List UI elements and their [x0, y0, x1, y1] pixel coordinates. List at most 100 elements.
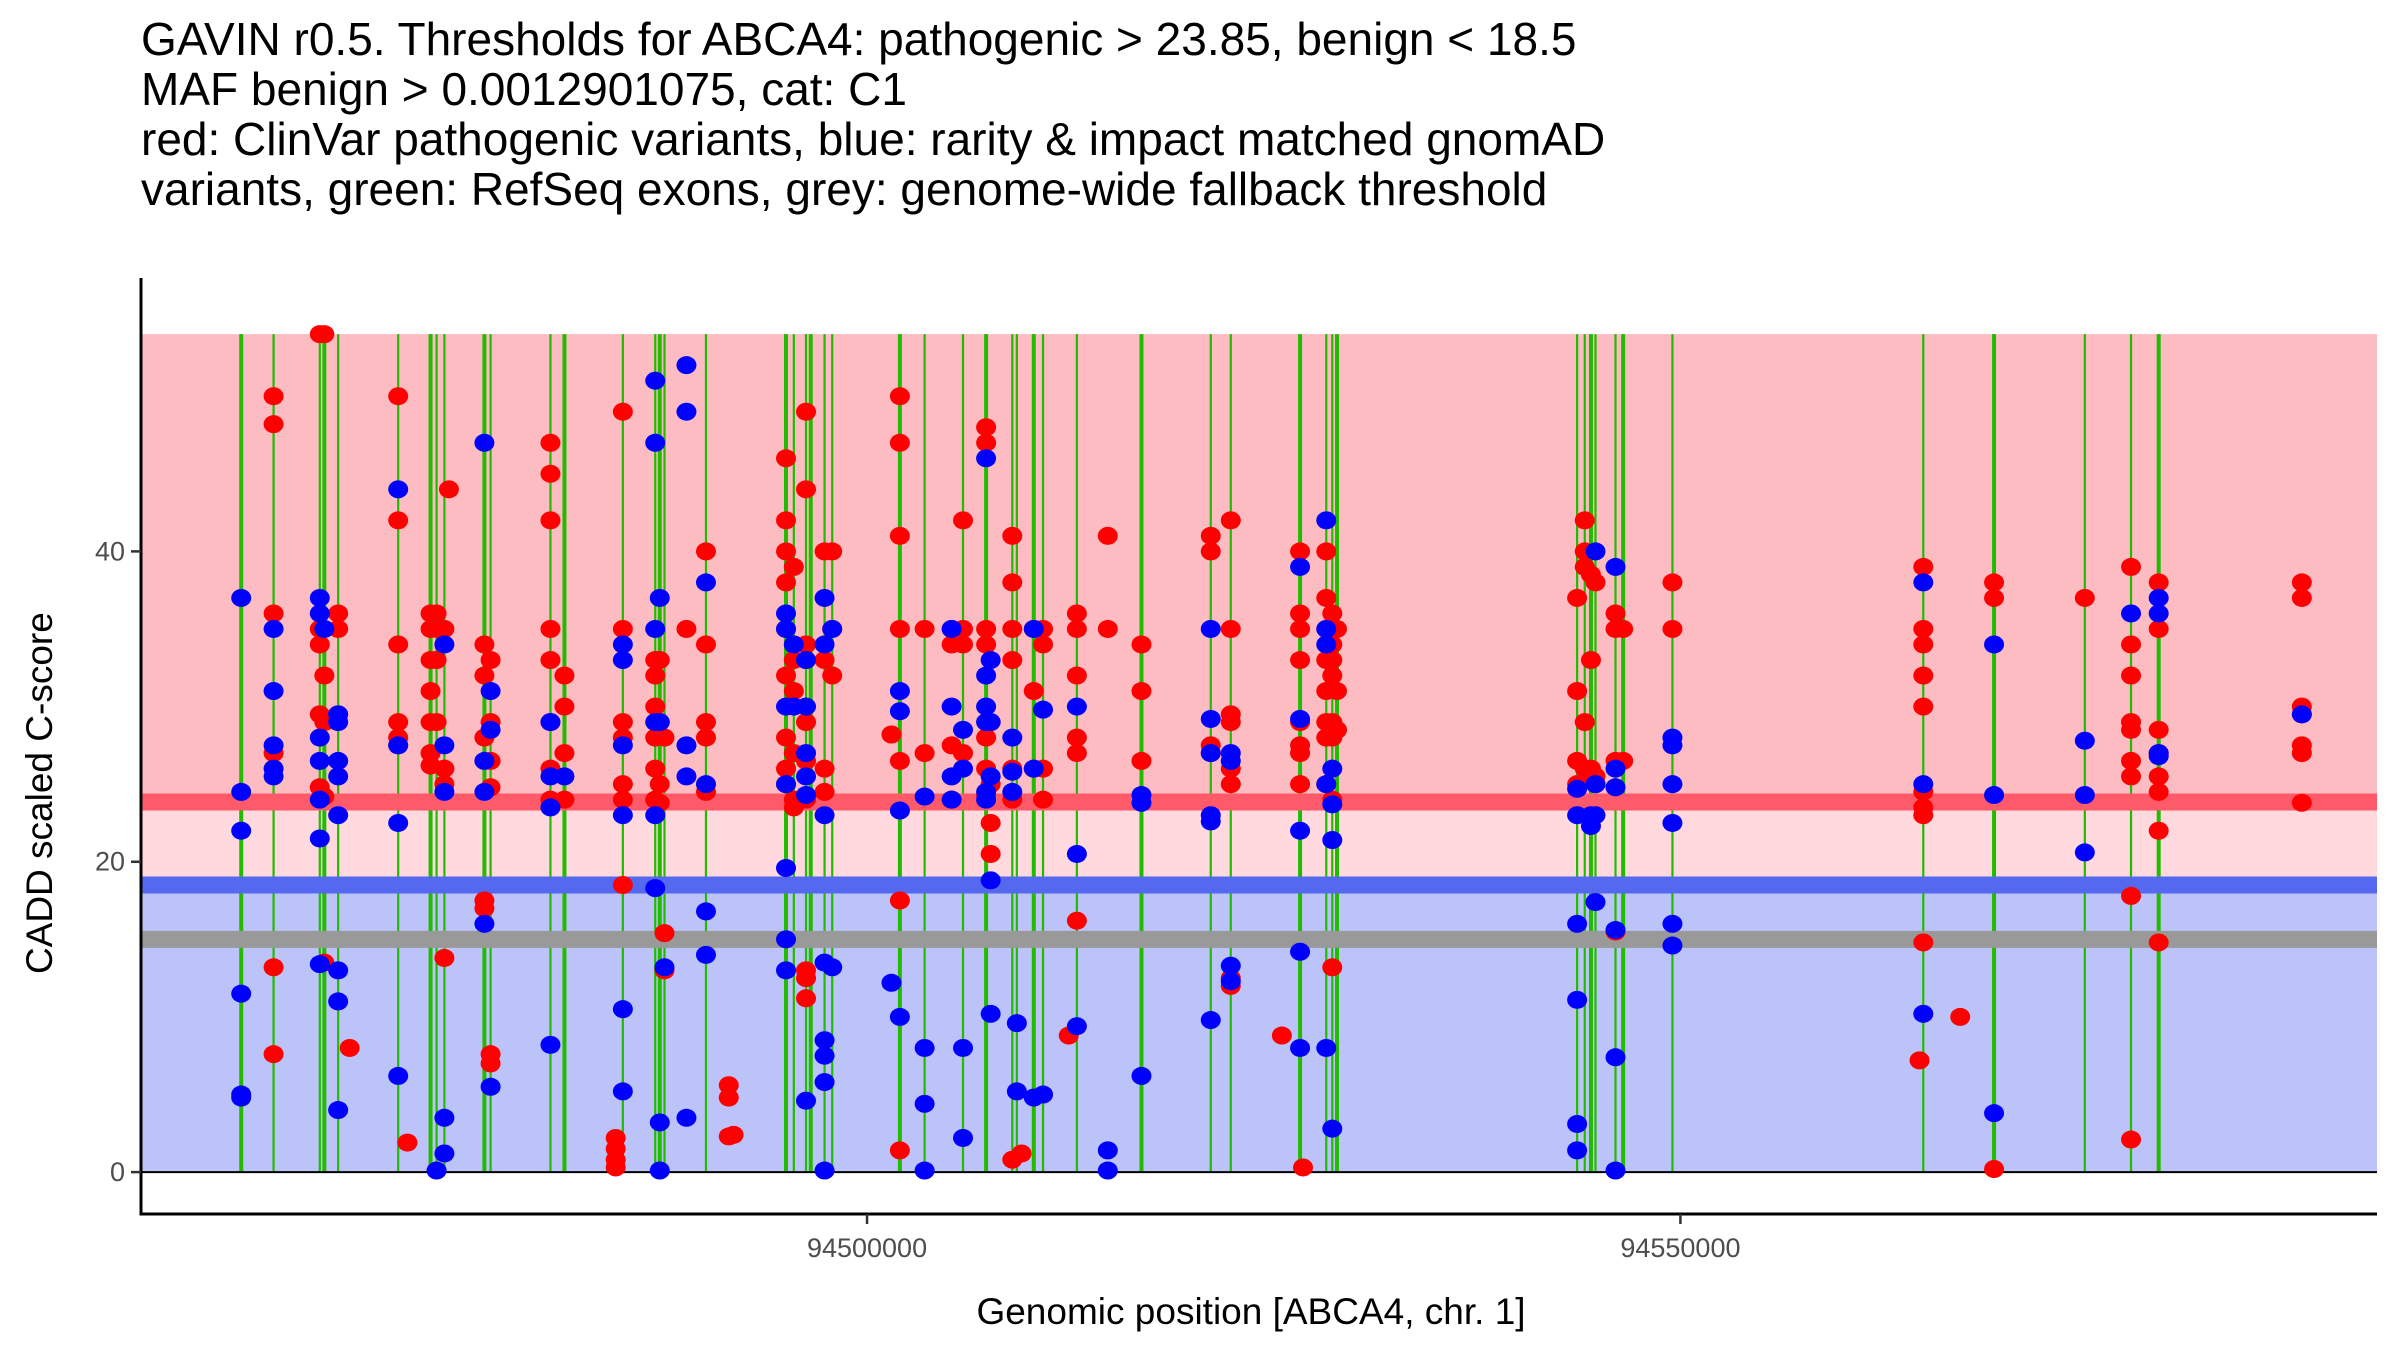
benign-point: [540, 713, 561, 732]
threshold-lines: [141, 793, 2377, 1174]
benign-point: [889, 682, 910, 701]
benign-point: [474, 782, 495, 801]
y-axis-title: CADD scaled C-score: [19, 612, 60, 974]
benign-point: [231, 984, 252, 1003]
benign-point: [328, 961, 349, 980]
benign-point: [263, 736, 284, 755]
pathogenic-point: [480, 651, 501, 670]
benign-point: [540, 1035, 561, 1054]
benign-point: [1913, 775, 1934, 794]
benign-point: [1290, 821, 1311, 840]
pathogenic-point: [388, 635, 409, 654]
pathogenic-point: [1002, 573, 1023, 592]
pathogenic-point: [1131, 682, 1152, 701]
benign-point: [645, 619, 666, 638]
benign-point: [434, 1144, 455, 1163]
benign-point: [695, 775, 716, 794]
benign-point: [612, 635, 633, 654]
pathogenic-point: [814, 759, 835, 778]
pathogenic-point: [776, 728, 797, 747]
benign-point: [434, 1108, 455, 1127]
pathogenic-point: [1580, 651, 1601, 670]
pathogenic-point: [1322, 651, 1343, 670]
pathogenic-point: [1567, 682, 1588, 701]
pathogenic-point: [1585, 573, 1606, 592]
pathogenic-point: [1322, 958, 1343, 977]
pathogenic-point: [1271, 1026, 1292, 1045]
benign-point: [2074, 843, 2095, 862]
pathogenic-point: [2121, 751, 2142, 770]
benign-point: [814, 588, 835, 607]
pathogenic-point: [540, 464, 561, 483]
benign-point: [1567, 779, 1588, 798]
pathogenic-point: [1327, 682, 1348, 701]
pathogenic-point: [263, 958, 284, 977]
benign-point: [1913, 573, 1934, 592]
pathogenic-point: [645, 759, 666, 778]
benign-point: [1585, 893, 1606, 912]
pathogenic-point: [814, 782, 835, 801]
pathogenic-point: [649, 651, 670, 670]
benign-point: [1585, 806, 1606, 825]
benign-point: [1033, 700, 1054, 719]
pathogenic-point: [314, 325, 335, 344]
pathogenic-point: [2121, 767, 2142, 786]
pathogenic-point: [540, 433, 561, 452]
pathogenic-point: [796, 989, 817, 1008]
benign-point: [1567, 990, 1588, 1009]
pathogenic-point: [605, 1158, 626, 1177]
benign-point: [776, 775, 797, 794]
benign-point: [1662, 936, 1683, 955]
benign-point: [814, 806, 835, 825]
pathogenic-point: [889, 891, 910, 910]
benign-point: [612, 806, 633, 825]
pathogenic-point: [2291, 573, 2312, 592]
pathogenic-point: [796, 713, 817, 732]
benign-point: [776, 930, 797, 949]
pathogenic-point: [1220, 713, 1241, 732]
benign-point: [2291, 705, 2312, 724]
pathogenic-point: [1293, 1158, 1314, 1177]
pathogenic-point: [309, 635, 330, 654]
pathogenic-point: [676, 619, 697, 638]
pathogenic-point: [2121, 1130, 2142, 1149]
pathogenic-point: [554, 666, 575, 685]
pathogenic-point: [776, 511, 797, 530]
pathogenic-point: [263, 1045, 284, 1064]
benign-point: [480, 720, 501, 739]
benign-point: [776, 619, 797, 638]
title-line-2: MAF benign > 0.0012901075, cat: C1: [141, 63, 907, 115]
pathogenic-point: [723, 1125, 744, 1144]
benign-point: [612, 736, 633, 755]
pathogenic-point: [776, 573, 797, 592]
benign-point: [976, 666, 997, 685]
pathogenic-point: [1131, 635, 1152, 654]
pathogenic-point: [1011, 1144, 1032, 1163]
pathogenic-point: [1033, 635, 1054, 654]
pathogenic-point: [1066, 619, 1087, 638]
pathogenic-point: [1220, 511, 1241, 530]
benign-point: [676, 1108, 697, 1127]
pathogenic-point: [1290, 542, 1311, 561]
x-axis-title: Genomic position [ABCA4, chr. 1]: [976, 1291, 1525, 1332]
pathogenic-point: [434, 619, 455, 638]
pathogenic-point: [695, 713, 716, 732]
benign-point: [231, 588, 252, 607]
pathogenic-point: [1066, 604, 1087, 623]
benign-point: [1290, 942, 1311, 961]
benign-point: [1290, 1038, 1311, 1057]
pathogenic-point: [474, 666, 495, 685]
pathogenic-point: [718, 1088, 739, 1107]
benign-point: [941, 790, 962, 809]
benign-point: [2148, 747, 2169, 766]
benign-point: [980, 1004, 1001, 1023]
benign-point: [980, 871, 1001, 890]
benign-point: [814, 1161, 835, 1180]
benign-point: [309, 588, 330, 607]
pathogenic-point: [314, 666, 335, 685]
benign-point: [1131, 793, 1152, 812]
benign-point: [309, 829, 330, 848]
pathogenic-point: [2291, 744, 2312, 763]
pathogenic-point: [388, 713, 409, 732]
benign-point: [2074, 731, 2095, 750]
